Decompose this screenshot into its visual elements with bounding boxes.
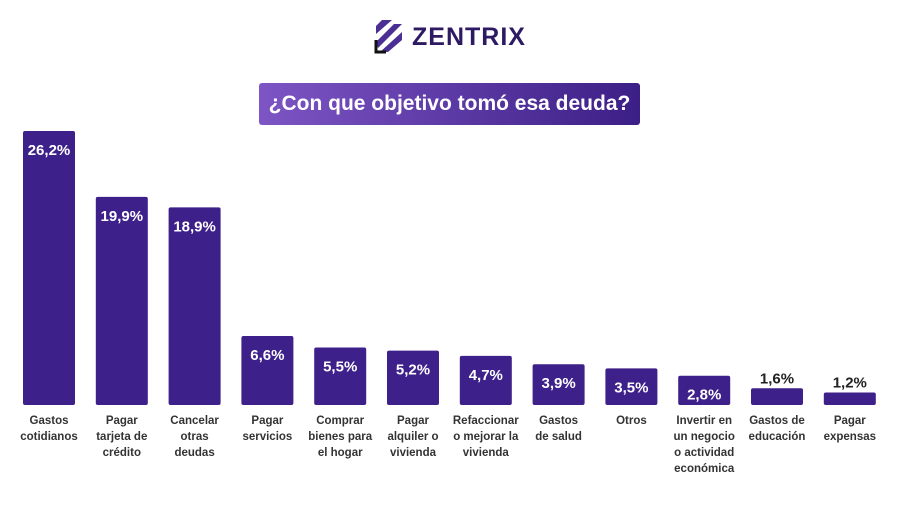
data-label: 1,2% bbox=[833, 374, 867, 391]
data-label: 26,2% bbox=[28, 142, 71, 159]
category-label: Comprar bbox=[316, 415, 364, 427]
bar bbox=[751, 388, 803, 405]
bar bbox=[314, 347, 367, 405]
category-label: Pagar bbox=[106, 415, 138, 427]
bar bbox=[678, 375, 731, 405]
category-label: alquiler o bbox=[387, 431, 438, 443]
data-label: 2,8% bbox=[687, 387, 721, 404]
data-label: 4,7% bbox=[469, 367, 503, 384]
bar bbox=[241, 335, 294, 405]
category-label: económica bbox=[674, 463, 735, 475]
zentrix-logo-icon bbox=[374, 20, 402, 54]
category-label: Pagar bbox=[251, 415, 283, 427]
data-label: 5,5% bbox=[323, 358, 357, 375]
bar bbox=[168, 207, 221, 405]
category-label: expensas bbox=[824, 431, 876, 443]
category-label: el hogar bbox=[318, 447, 363, 459]
category-label: un negocio bbox=[674, 431, 735, 443]
category-label: Invertir en bbox=[676, 415, 732, 427]
logo-text: ZENTRIX bbox=[412, 22, 526, 51]
category-label: de salud bbox=[535, 431, 582, 443]
chart-title: ¿Con que objetivo tomó esa deuda? bbox=[259, 83, 640, 125]
category-label: Otros bbox=[616, 415, 647, 427]
category-label: educación bbox=[749, 431, 806, 443]
bar bbox=[823, 392, 876, 405]
category-label: servicios bbox=[242, 431, 292, 443]
category-label: o actividad bbox=[674, 447, 734, 459]
category-label: Refaccionar bbox=[453, 415, 519, 427]
category-label: o mejorar la bbox=[453, 431, 519, 443]
logo: ZENTRIX bbox=[372, 18, 526, 56]
data-label: 3,5% bbox=[614, 379, 648, 396]
data-label: 5,2% bbox=[396, 362, 430, 379]
category-label: Gastos de bbox=[749, 415, 805, 427]
bar bbox=[605, 368, 658, 405]
data-label: 1,6% bbox=[760, 370, 794, 387]
bar bbox=[23, 131, 75, 405]
category-label: cotidianos bbox=[20, 431, 78, 443]
category-label: Pagar bbox=[397, 415, 429, 427]
category-label: vivienda bbox=[390, 447, 437, 459]
bar bbox=[95, 196, 148, 405]
data-label: 19,9% bbox=[101, 208, 144, 225]
data-label: 18,9% bbox=[173, 218, 216, 235]
category-label: otras bbox=[181, 431, 209, 443]
bar bbox=[459, 355, 512, 405]
category-label: Gastos bbox=[30, 415, 69, 427]
data-label: 3,9% bbox=[541, 375, 575, 392]
category-label: vivienda bbox=[463, 447, 510, 459]
category-label: deudas bbox=[174, 447, 214, 459]
bar bbox=[532, 364, 585, 405]
category-label: tarjeta de bbox=[96, 431, 147, 443]
category-label: Pagar bbox=[834, 415, 866, 427]
category-label: Gastos bbox=[539, 415, 578, 427]
bar bbox=[387, 350, 439, 405]
category-label: crédito bbox=[103, 447, 141, 459]
category-label: bienes para bbox=[308, 431, 373, 443]
data-label: 6,6% bbox=[250, 347, 284, 364]
category-label: Cancelar bbox=[170, 415, 219, 427]
